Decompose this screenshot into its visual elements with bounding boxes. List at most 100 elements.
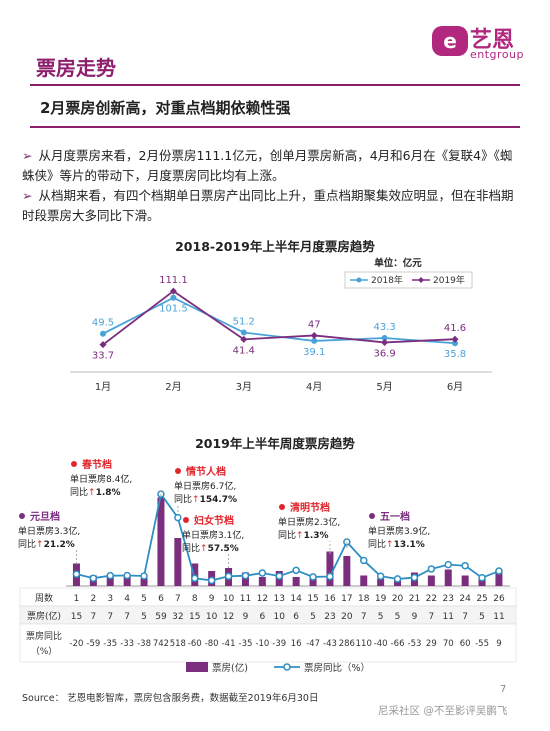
legend-line-label: 票房同比（%） [304, 662, 370, 674]
week-number: 9 [209, 594, 215, 604]
row-header: 票房(亿) [27, 610, 61, 622]
yoy-point [89, 574, 98, 582]
annotation-dot [369, 513, 375, 519]
annotation-dot [19, 513, 25, 519]
label-2019: 33.7 [92, 351, 114, 362]
weekly-chart-title: 2019年上半年周度票房趋势 [195, 436, 355, 451]
bullet-text: 从月度票房来看，2月份票房111.1亿元，创单月票房新高，4月和6月在《复联4》… [22, 148, 513, 183]
divider-headline [30, 126, 520, 128]
monthly-box-office-chart: 单位：亿元 2018年 2019年 49.5 33.7 1月 101.5 111.1 2月 51.… [70, 257, 492, 393]
week-yoy: -43 [323, 639, 337, 649]
yoy-point [275, 572, 283, 580]
legend-box [344, 271, 473, 289]
label-2019: 36.9 [373, 348, 395, 359]
week-box-office: 7 [124, 612, 130, 622]
week-yoy: 60 [460, 639, 471, 649]
annotation-line2: 同比↑13.1% [368, 538, 425, 550]
yoy-point [410, 573, 419, 582]
annotation-value: 21.2% [44, 540, 75, 550]
point-2019 [240, 335, 248, 343]
week-number: 22 [426, 594, 437, 604]
week-yoy: -38 [137, 639, 151, 649]
yoy-point [140, 572, 148, 580]
annotation-dot [175, 468, 181, 474]
x-tick-label: 2月 [165, 381, 181, 393]
unit-label: 单位：亿元 [374, 257, 422, 269]
annotation-value: 57.5% [208, 544, 239, 554]
annotation-title: 清明节档 [290, 501, 330, 514]
week-box-office: 7 [107, 612, 113, 622]
row-header: （%） [31, 646, 58, 657]
week-box-office: 11 [493, 612, 504, 622]
week-number: 20 [392, 594, 404, 604]
annotation-title: 妇女节档 [193, 514, 234, 527]
week-yoy: -41 [222, 639, 236, 649]
week-number: 12 [257, 594, 268, 604]
week-yoy: 110 [356, 639, 372, 649]
week-box-office: 15 [71, 612, 82, 622]
week-box-office: 5 [310, 612, 316, 622]
annotation-title: 情节人档 [186, 465, 226, 478]
svg-text:e: e [443, 29, 457, 53]
label-2019: 47 [308, 319, 321, 330]
annotation-line1: 单日票房3.9亿, [368, 525, 430, 537]
week-box-office: 5 [479, 612, 485, 622]
up-arrow-icon: ↑ [296, 531, 304, 541]
yoy-point [292, 566, 300, 575]
up-arrow-icon: ↑ [192, 495, 200, 505]
label-2018: 43.3 [373, 322, 395, 333]
watermark: 尼采社区 @不至影评吴鹏飞 [378, 705, 508, 717]
week-number: 21 [409, 594, 420, 604]
week-yoy: 518 [170, 639, 186, 649]
row-header: 票房同比 [26, 630, 62, 642]
week-number: 13 [274, 594, 285, 604]
label-2019: 41.6 [444, 323, 466, 334]
x-tick-label: 1月 [95, 381, 111, 393]
week-yoy: -80 [205, 639, 219, 649]
annotation-line1: 单日票房3.1亿, [182, 529, 244, 541]
week-number: 3 [107, 594, 113, 604]
legend-marker-0 [356, 277, 362, 283]
annotation-title: 春节档 [82, 458, 112, 471]
week-number: 11 [240, 594, 251, 604]
week-bar [377, 578, 385, 586]
point-2018 [170, 294, 177, 301]
week-number: 14 [290, 594, 302, 604]
week-yoy: 70 [443, 639, 454, 649]
week-number: 25 [476, 594, 487, 604]
week-number: 8 [192, 594, 198, 604]
week-box-office: 6 [293, 612, 299, 622]
week-number: 5 [141, 594, 147, 604]
week-box-office: 9 [243, 612, 249, 622]
series-line-1 [102, 289, 456, 346]
week-bar [258, 577, 266, 586]
week-box-office: 10 [206, 612, 218, 622]
up-arrow-icon: ↑ [200, 544, 208, 554]
week-yoy: 16 [291, 639, 302, 649]
week-yoy: -60 [188, 639, 202, 649]
annotation-dot [183, 517, 189, 523]
point-2019 [381, 338, 389, 346]
point-2019 [310, 331, 318, 339]
table-row-bg [19, 623, 517, 663]
yoy-point [360, 556, 368, 565]
week-yoy: -55 [475, 639, 489, 649]
label-2018: 51.2 [233, 317, 255, 328]
yoy-point [123, 571, 131, 580]
x-tick-label: 4月 [306, 381, 322, 393]
section-title: 票房走势 [36, 56, 116, 80]
week-box-office: 6 [259, 612, 265, 622]
week-number: 6 [158, 594, 164, 604]
week-yoy: -35 [239, 639, 253, 649]
point-2018 [100, 330, 106, 337]
annotation-line1: 单日票房6.7亿, [174, 480, 236, 492]
yoy-point [326, 572, 334, 581]
bullet-monthly: ➢ 从月度票房来看，2月份票房111.1亿元，创单月票房新高，4月和6月在《复联4… [22, 146, 522, 186]
week-bar [292, 577, 300, 586]
week-bar [444, 569, 452, 586]
week-box-office: 23 [324, 612, 335, 622]
headline: 2月票房创新高，对重点档期依赖性强 [40, 99, 291, 117]
yoy-point [478, 574, 486, 582]
annotation-title: 元旦档 [30, 510, 60, 523]
annotation-line2: 同比↑57.5% [182, 542, 239, 554]
